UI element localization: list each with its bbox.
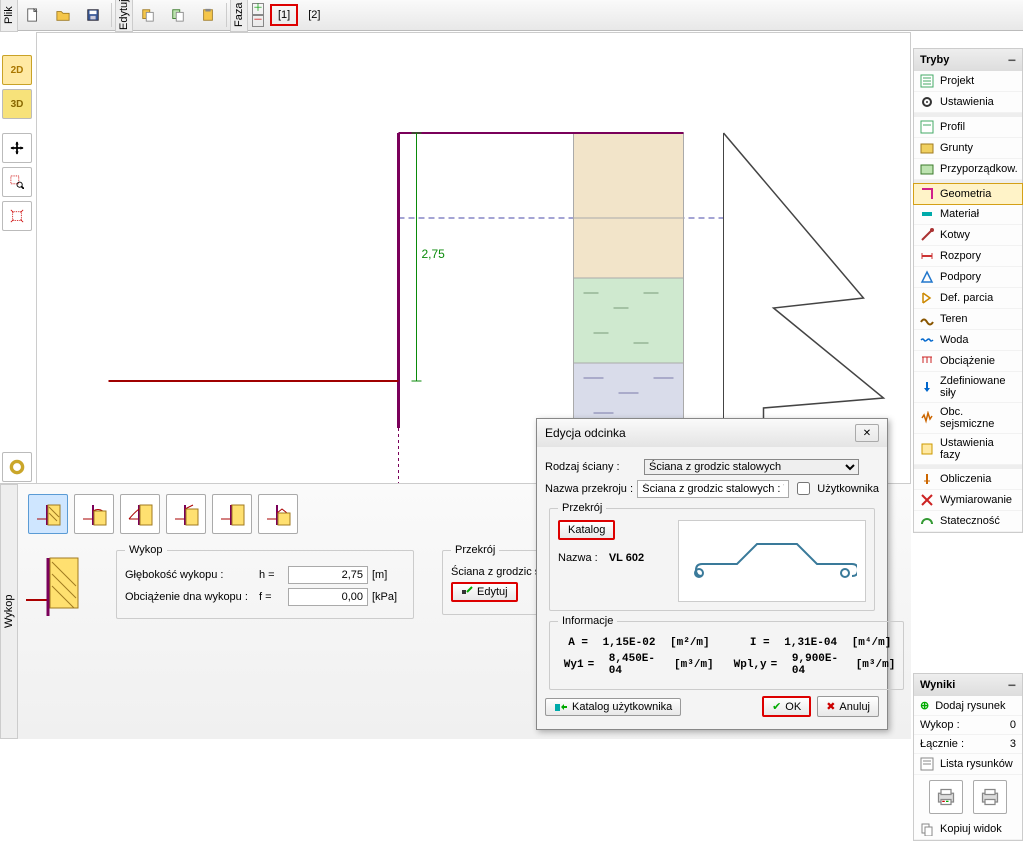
- profile-drawing: [687, 531, 857, 591]
- copy2-button[interactable]: [165, 2, 191, 28]
- section-thumb-3[interactable]: [120, 494, 160, 534]
- sidebar-item-sejsmiczne[interactable]: Obc. sejsmiczne: [914, 403, 1022, 434]
- pan-button[interactable]: [2, 133, 32, 163]
- sidebar-item-kotwy[interactable]: Kotwy: [914, 225, 1022, 246]
- open-file-button[interactable]: [50, 2, 76, 28]
- sidebar-item-obliczenia[interactable]: Obliczenia: [914, 469, 1022, 490]
- phase-1-tab[interactable]: [1]: [270, 4, 298, 26]
- edit-section-dialog: Edycja odcinka ✕ Rodzaj ściany : Ściana …: [536, 418, 888, 730]
- wykop-vlabel: Wykop: [0, 484, 18, 739]
- ok-button[interactable]: ✔OK: [762, 696, 811, 717]
- zoom-extents-button[interactable]: [2, 201, 32, 231]
- wyniki-lacznie-row: Łącznie :3: [914, 735, 1022, 754]
- collapse-icon[interactable]: −: [1008, 52, 1016, 68]
- sidebar-item-teren[interactable]: Teren: [914, 309, 1022, 330]
- tryby-panel-header: Tryby−: [914, 49, 1022, 71]
- settings-gear-button[interactable]: [2, 452, 32, 482]
- rodzaj-label: Rodzaj ściany :: [545, 461, 640, 473]
- print-bw-button[interactable]: [973, 780, 1007, 814]
- save-file-button[interactable]: [80, 2, 106, 28]
- new-file-button[interactable]: [20, 2, 46, 28]
- wyniki-wykop-row: Wykop :0: [914, 716, 1022, 735]
- glebokosc-label: Głębokość wykopu :: [125, 569, 255, 581]
- view-2d-button[interactable]: 2D: [2, 55, 32, 85]
- zoom-window-button[interactable]: [2, 167, 32, 197]
- uzytkownika-checkbox[interactable]: Użytkownika: [793, 479, 879, 498]
- sidebar-item-profil[interactable]: Profil: [914, 117, 1022, 138]
- sidebar-item-obciazenie[interactable]: Obciążenie: [914, 351, 1022, 372]
- wykop-legend: Wykop: [125, 544, 167, 556]
- kopiuj-widok-button[interactable]: Kopiuj widok: [914, 819, 1022, 840]
- nazwa-przekroju-label: Nazwa przekroju :: [545, 483, 633, 495]
- sidebar-item-ustawienia[interactable]: Ustawienia: [914, 92, 1022, 113]
- sidebar-item-material[interactable]: Materiał: [914, 204, 1022, 225]
- dialog-title: Edycja odcinka: [545, 426, 626, 440]
- edytuj-przekroj-button[interactable]: Edytuj: [451, 582, 518, 602]
- section-thumb-4[interactable]: [166, 494, 206, 534]
- sidebar-item-rozpory[interactable]: Rozpory: [914, 246, 1022, 267]
- nazwa-przekroju-field: [637, 480, 789, 498]
- katalog-button[interactable]: Katalog: [558, 520, 615, 540]
- sidebar-item-przyporzadkow[interactable]: Przyporządkow.: [914, 159, 1022, 180]
- sidebar-item-def-parcia[interactable]: Def. parcia: [914, 288, 1022, 309]
- view-3d-button[interactable]: 3D: [2, 89, 32, 119]
- sidebar-item-geometria[interactable]: Geometria: [913, 183, 1023, 205]
- lista-rysunkow-button[interactable]: Lista rysunków: [914, 754, 1022, 775]
- plik-label: Plik: [0, 0, 18, 32]
- section-thumb-1[interactable]: [28, 494, 68, 534]
- nazwa-value: VL 602: [609, 552, 644, 564]
- phase-2-tab[interactable]: [2]: [302, 6, 326, 24]
- dodaj-rysunek-button[interactable]: ⊕Dodaj rysunek: [914, 696, 1022, 716]
- obciazenie-label: Obciążenie dna wykopu :: [125, 591, 255, 603]
- print-color-button[interactable]: [929, 780, 963, 814]
- section-thumb-2[interactable]: [74, 494, 114, 534]
- obciazenie-input[interactable]: [288, 588, 368, 606]
- sidebar-item-statecznosc[interactable]: Stateczność: [914, 511, 1022, 532]
- sidebar-item-zdef-sily[interactable]: Zdefiniowane siły: [914, 372, 1022, 403]
- sidebar-item-podpory[interactable]: Podpory: [914, 267, 1022, 288]
- anuluj-button[interactable]: ✖Anuluj: [817, 696, 879, 717]
- collapse-icon[interactable]: −: [1008, 677, 1016, 693]
- section-thumb-5[interactable]: [212, 494, 252, 534]
- dialog-close-button[interactable]: ✕: [855, 424, 879, 442]
- sidebar-item-wymiarowanie[interactable]: Wymiarowanie: [914, 490, 1022, 511]
- paste-button[interactable]: [195, 2, 221, 28]
- right-sidebar: Tryby− Projekt Ustawienia Profil Grunty …: [913, 48, 1023, 739]
- drawing-svg: 2,75: [37, 33, 910, 483]
- drawing-canvas[interactable]: 2,75: [36, 32, 911, 484]
- phase-add-remove[interactable]: ＋－: [252, 3, 264, 27]
- sidebar-item-projekt[interactable]: Projekt: [914, 71, 1022, 92]
- dimension-label: 2,75: [422, 247, 446, 261]
- wyniki-panel-header: Wyniki−: [914, 674, 1022, 696]
- sidebar-item-ustawienia-fazy[interactable]: Ustawienia fazy: [914, 434, 1022, 465]
- main-toolbar: Plik Edytuj Faza ＋－ [1] [2]: [0, 0, 1023, 31]
- edytuj-label: Edytuj: [115, 0, 133, 32]
- copy1-button[interactable]: [135, 2, 161, 28]
- przekroj-legend: Przekrój: [451, 544, 499, 556]
- sidebar-item-woda[interactable]: Woda: [914, 330, 1022, 351]
- left-toolbar: 2D 3D: [0, 55, 34, 231]
- faza-label: Faza: [230, 0, 248, 32]
- section-thumb-6[interactable]: [258, 494, 298, 534]
- rodzaj-select[interactable]: Ściana z grodzic stalowych: [644, 459, 859, 475]
- glebokosc-input[interactable]: [288, 566, 368, 584]
- katalog-uzytkownika-button[interactable]: Katalog użytkownika: [545, 698, 681, 716]
- section-preview-icon: [22, 550, 82, 620]
- sidebar-item-grunty[interactable]: Grunty: [914, 138, 1022, 159]
